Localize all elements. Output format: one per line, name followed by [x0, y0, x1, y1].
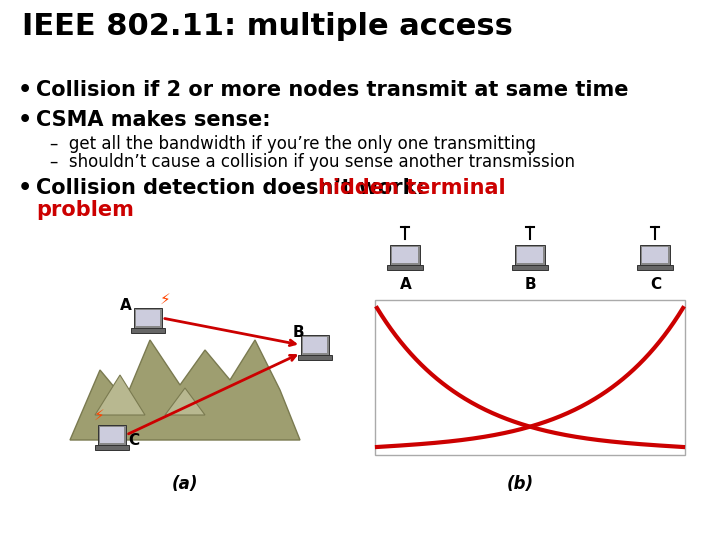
Bar — [303, 337, 327, 353]
Text: ⚡: ⚡ — [94, 408, 104, 423]
Text: C: C — [650, 277, 661, 292]
Bar — [301, 335, 329, 355]
Bar — [131, 328, 165, 333]
Bar — [642, 247, 668, 263]
Text: –  get all the bandwidth if you’re the only one transmitting: – get all the bandwidth if you’re the on… — [50, 135, 536, 153]
Text: IEEE 802.11: multiple access: IEEE 802.11: multiple access — [22, 12, 513, 41]
Text: •: • — [18, 80, 32, 100]
Bar — [390, 245, 420, 265]
Text: (b): (b) — [506, 475, 534, 493]
Text: A: A — [400, 277, 412, 292]
Text: problem: problem — [36, 200, 134, 220]
Text: Collision if 2 or more nodes transmit at same time: Collision if 2 or more nodes transmit at… — [36, 80, 629, 100]
Text: ⚡: ⚡ — [160, 292, 171, 307]
Text: hidden terminal: hidden terminal — [318, 178, 505, 198]
Text: CSMA makes sense:: CSMA makes sense: — [36, 110, 271, 130]
Text: •: • — [18, 178, 32, 198]
Bar — [95, 445, 129, 450]
Bar — [637, 265, 673, 270]
Bar — [134, 308, 162, 328]
Bar — [512, 265, 548, 270]
Bar — [392, 247, 418, 263]
Polygon shape — [165, 388, 205, 415]
Bar — [640, 245, 670, 265]
Text: B: B — [293, 325, 305, 340]
Text: B: B — [525, 277, 536, 292]
Bar — [375, 300, 685, 455]
Bar — [100, 427, 124, 443]
Text: –  shouldn’t cause a collision if you sense another transmission: – shouldn’t cause a collision if you sen… — [50, 153, 575, 171]
Polygon shape — [70, 340, 300, 440]
Text: C: C — [128, 433, 139, 448]
Bar — [515, 245, 545, 265]
Bar — [387, 265, 423, 270]
Bar — [136, 310, 160, 326]
Text: (a): (a) — [172, 475, 198, 493]
Bar — [98, 425, 126, 445]
Polygon shape — [95, 375, 145, 415]
Bar — [298, 355, 332, 360]
Text: Collision detection doesn’t work:: Collision detection doesn’t work: — [36, 178, 432, 198]
Text: A: A — [120, 298, 132, 313]
Bar — [517, 247, 543, 263]
Text: •: • — [18, 110, 32, 130]
